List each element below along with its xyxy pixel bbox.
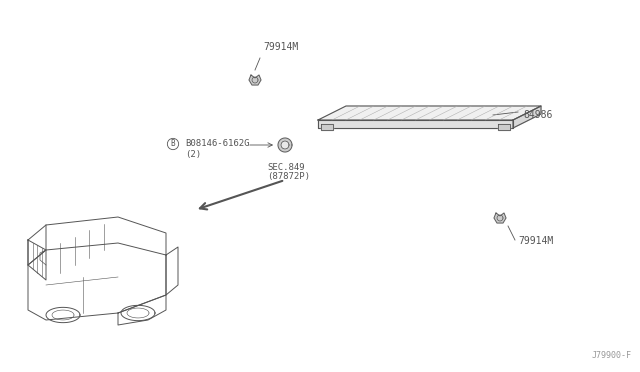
Polygon shape [281, 141, 289, 149]
Polygon shape [321, 124, 333, 130]
Polygon shape [318, 106, 541, 120]
Text: 79914M: 79914M [518, 236, 553, 246]
Text: (2): (2) [185, 150, 201, 158]
Text: 84986: 84986 [523, 110, 552, 120]
Text: B08146-6162G: B08146-6162G [185, 140, 250, 148]
Polygon shape [513, 106, 541, 128]
Text: SEC.849: SEC.849 [267, 163, 305, 172]
Polygon shape [494, 213, 506, 223]
Text: (87872P): (87872P) [267, 172, 310, 181]
Text: 79914M: 79914M [263, 42, 298, 52]
Polygon shape [249, 75, 261, 85]
Polygon shape [318, 120, 513, 128]
Text: B: B [171, 140, 175, 148]
Polygon shape [498, 124, 510, 130]
Polygon shape [278, 138, 292, 152]
Text: J79900-F: J79900-F [592, 351, 632, 360]
